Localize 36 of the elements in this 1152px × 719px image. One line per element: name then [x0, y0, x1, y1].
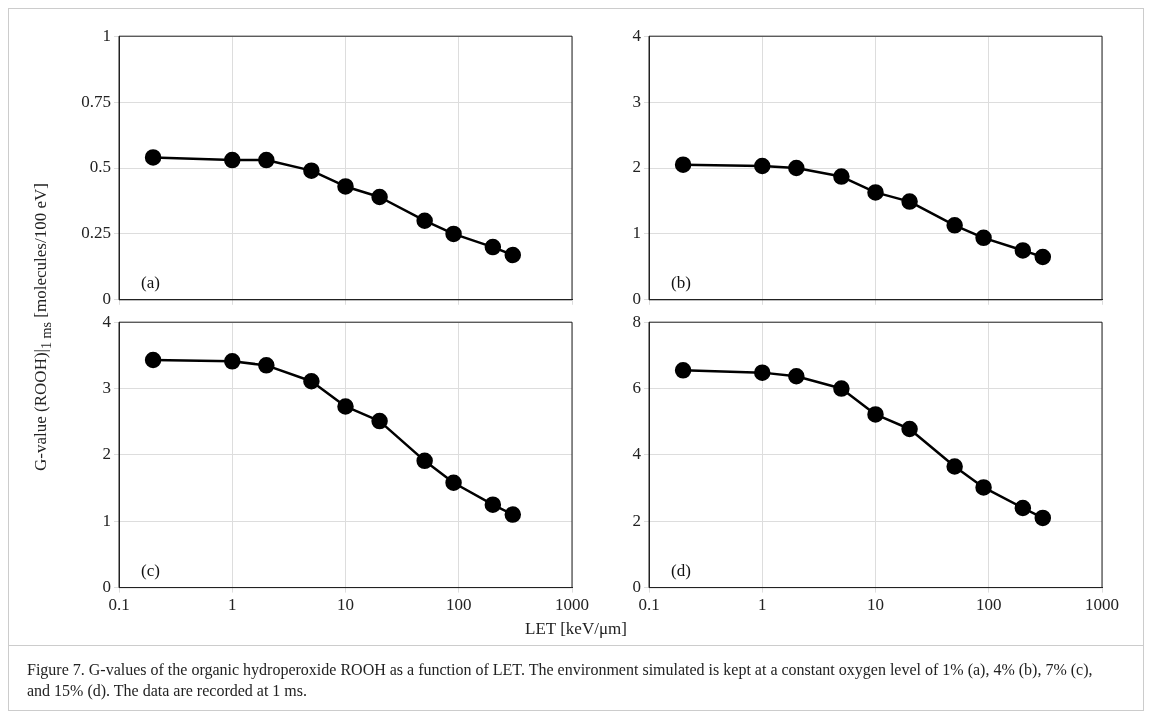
annotation: (d): [671, 560, 691, 580]
x-tick-label: 1000: [1085, 595, 1119, 615]
annotation: (a): [141, 272, 160, 292]
y-tick-label: 2: [632, 157, 641, 177]
y-tick-label: 0: [632, 289, 641, 309]
y-tick-label: 1: [102, 510, 111, 530]
y-tick-label: 3: [632, 91, 641, 111]
y-tick-label: 4: [632, 25, 642, 45]
y-tick-label: 8: [632, 311, 641, 331]
y-tick-label: 0: [632, 577, 641, 597]
y-tick-label: 1: [102, 25, 111, 45]
annotation: (b): [671, 272, 691, 292]
annotation: (c): [141, 560, 160, 580]
y-tick-label: 2: [102, 444, 111, 464]
y-tick-label: 3: [102, 378, 111, 398]
y-tick-label: 0.75: [81, 91, 111, 111]
x-tick-label: 1000: [555, 595, 589, 615]
x-tick-label: 10: [337, 595, 354, 615]
y-tick-label: 0: [102, 289, 111, 309]
y-tick-label: 4: [102, 311, 112, 331]
y-tick-label: 4: [632, 444, 642, 464]
x-tick-label: 100: [976, 595, 1002, 615]
x-axis-title: LET [keV/μm]: [524, 619, 628, 639]
x-tick-label: 1: [758, 595, 767, 615]
caption: Figure 7. G-values of the organic hydroperoxide ROOH as a function of LET. The environment simulated is kept at a constant oxygen level of 1% (a), 4% (b), 7% (c), and 15% (d). The data are recorded at 1 ms.: [27, 660, 1094, 701]
y-tick-label: 6: [632, 378, 641, 398]
x-tick-label: 1: [228, 595, 237, 615]
y-tick-label: 0.5: [89, 157, 111, 177]
x-tick-label: 0.1: [638, 595, 660, 615]
x-tick-label: 10: [867, 595, 884, 615]
y-tick-label: 0.25: [81, 223, 111, 243]
x-tick-label: 100: [446, 595, 472, 615]
y-tick-label: 2: [632, 510, 641, 530]
y-tick-label: 0: [102, 577, 111, 597]
y-tick-label: 1: [632, 223, 641, 243]
x-tick-label: 0.1: [108, 595, 130, 615]
